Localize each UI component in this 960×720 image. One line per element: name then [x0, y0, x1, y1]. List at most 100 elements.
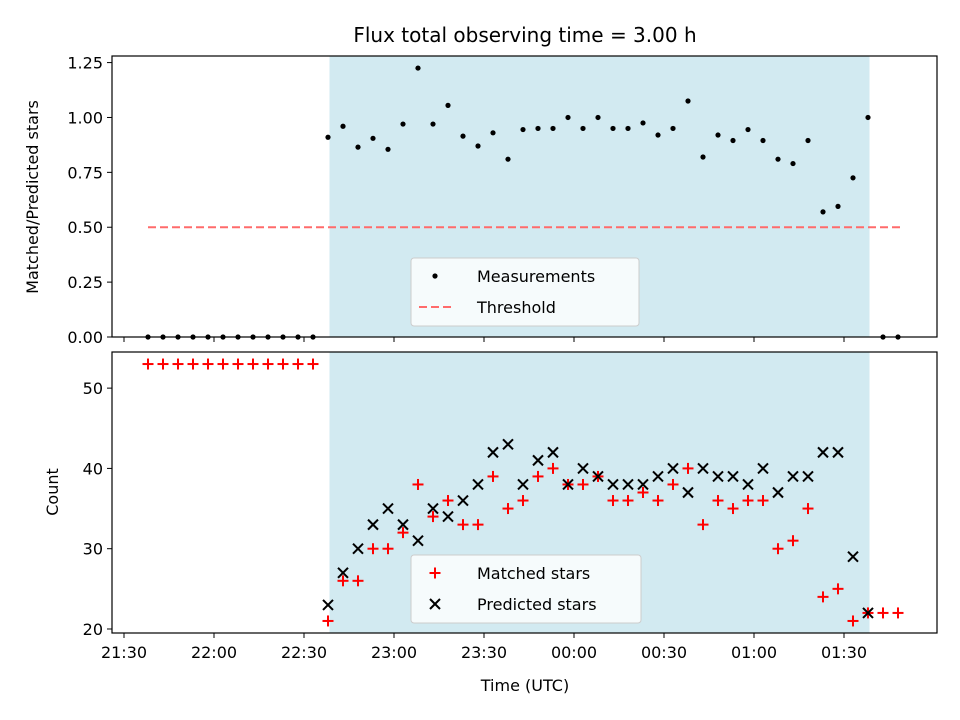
- measurement-point: [370, 135, 376, 141]
- measurement-point: [580, 125, 586, 132]
- bottom-y-tick-label: 30: [83, 540, 103, 559]
- measurement-point: [835, 203, 841, 209]
- top-axes-frame: [111, 55, 938, 338]
- matched-star-point: [787, 535, 799, 547]
- predicted-star-point: [322, 599, 334, 611]
- matched-star-point: [277, 358, 289, 370]
- matched-star-point: [457, 519, 469, 531]
- predicted-star-point: [652, 470, 664, 483]
- measurement-point: [730, 137, 736, 144]
- predicted-star-d2: [562, 478, 574, 491]
- legend-label-matched: Matched stars: [477, 564, 590, 583]
- measurement-point: [340, 123, 346, 129]
- predicted-star-point: [457, 494, 469, 507]
- measurement-point: [655, 132, 661, 138]
- predicted-star-d2: [727, 470, 739, 483]
- measurement-point: [490, 130, 496, 136]
- measurement-point: [745, 126, 751, 133]
- measurement-point: [640, 120, 646, 126]
- matched-star-point: [817, 591, 829, 603]
- top-y-tick-label: 0.50: [67, 218, 103, 237]
- matched-star-point: [217, 358, 229, 370]
- predicted-star-d2: [607, 478, 619, 491]
- matched-star-point: [412, 478, 424, 490]
- predicted-star-point: [847, 551, 859, 563]
- predicted-star-point: [742, 478, 754, 491]
- bottom-legend-box: [410, 554, 642, 624]
- predicted-star-point: [667, 462, 679, 475]
- matched-star-point: [757, 495, 769, 507]
- matched-star-point: [622, 495, 634, 507]
- matched-star-point: [892, 607, 904, 619]
- measurement-point: [895, 334, 901, 340]
- x-tick-label: 01:30: [821, 643, 867, 662]
- predicted-star-point: [697, 462, 709, 475]
- predicted-star-point: [757, 462, 769, 475]
- matched-star-point: [352, 575, 364, 587]
- predicted-star-point: [862, 607, 874, 619]
- predicted-star-d2: [382, 502, 394, 515]
- measurement-point: [670, 125, 676, 132]
- predicted-star-d2: [472, 478, 484, 491]
- predicted-star-point: [802, 470, 814, 483]
- matched-star-point: [667, 478, 679, 490]
- measurement-point: [715, 132, 721, 138]
- matched-star-point: [367, 543, 379, 555]
- predicted-star-d2: [352, 542, 364, 555]
- matched-star-point: [142, 358, 154, 370]
- predicted-star-point: [787, 470, 799, 483]
- matched-star-point: [502, 503, 514, 515]
- top-legend-box: [410, 257, 640, 327]
- legend-marker-predicted-d2: [429, 598, 441, 610]
- matched-star-point: [532, 470, 544, 482]
- measurement-point: [265, 334, 271, 340]
- matched-star-point: [172, 358, 184, 370]
- predicted-star-point: [622, 478, 634, 491]
- x-tick-label: 22:30: [281, 643, 327, 662]
- matched-star-point: [487, 470, 499, 482]
- measurement-point: [235, 334, 241, 340]
- matched-star-point: [727, 503, 739, 515]
- measurement-point: [805, 137, 811, 144]
- predicted-star-point: [547, 446, 559, 459]
- matched-star-point: [697, 519, 709, 531]
- measurement-point: [205, 334, 211, 340]
- predicted-star-d2: [817, 446, 829, 459]
- matched-star-point: [262, 358, 274, 370]
- matched-star-point: [322, 615, 334, 627]
- measurement-point: [400, 121, 406, 127]
- top-y-tick-label: 0.25: [67, 273, 103, 292]
- predicted-star-d2: [592, 470, 604, 483]
- matched-star-point: [682, 462, 694, 474]
- top-y-tick-label: 1.25: [67, 54, 103, 73]
- matched-star-point: [247, 358, 259, 370]
- matched-star-point: [307, 358, 319, 370]
- x-tick-label: 00:30: [641, 643, 687, 662]
- measurement-point: [160, 334, 166, 340]
- x-tick-label: 01:00: [731, 643, 777, 662]
- measurement-point: [610, 125, 616, 132]
- measurement-point: [820, 209, 826, 215]
- measurement-point: [460, 133, 466, 139]
- predicted-star-d2: [517, 478, 529, 491]
- predicted-star-d2: [502, 438, 514, 451]
- measurement-point: [760, 137, 766, 144]
- measurement-point: [505, 156, 511, 162]
- predicted-star-d2: [637, 478, 649, 491]
- matched-star-point: [802, 503, 814, 515]
- predicted-star-d2: [577, 462, 589, 475]
- predicted-star-d2: [847, 551, 859, 563]
- predicted-star-d2: [862, 607, 874, 619]
- bottom-y-tick-label: 40: [83, 459, 103, 478]
- top-legend: Measurements Threshold: [410, 257, 640, 327]
- measurement-point: [295, 334, 301, 340]
- matched-star-point: [472, 519, 484, 531]
- chart-title: Flux total observing time = 3.00 h: [353, 23, 696, 47]
- measurement-point: [535, 125, 541, 132]
- predicted-star-d2: [457, 494, 469, 507]
- predicted-star-point: [532, 454, 544, 467]
- predicted-star-point: [772, 486, 784, 499]
- predicted-star-point: [592, 470, 604, 483]
- predicted-star-d2: [442, 510, 454, 523]
